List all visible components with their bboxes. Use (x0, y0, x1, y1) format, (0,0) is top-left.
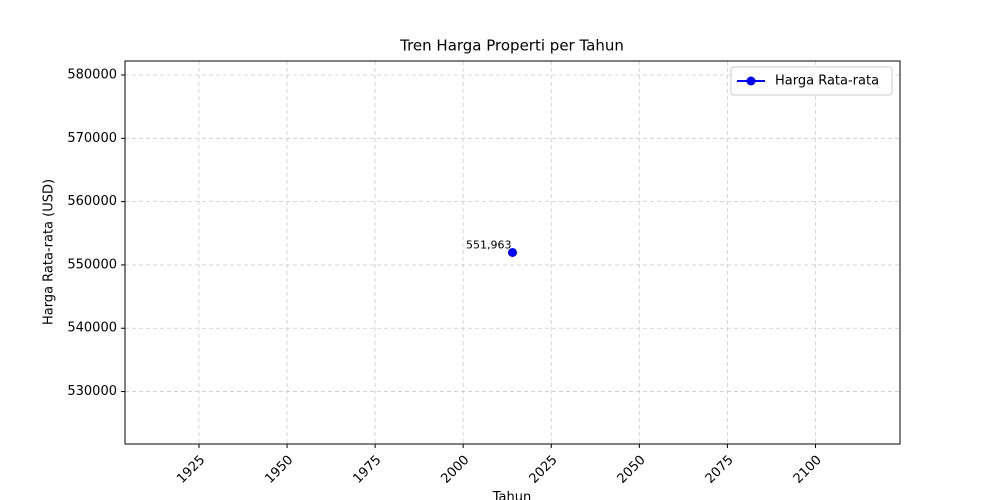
y-tick-label: 570000 (67, 131, 117, 146)
y-tick-label: 530000 (67, 384, 117, 399)
y-tick-label: 540000 (67, 321, 117, 336)
data-point (508, 248, 517, 257)
legend-label: Harga Rata-rata (775, 74, 879, 89)
legend-box (730, 66, 893, 96)
chart-title: Tren Harga Properti per Tahun (399, 37, 624, 55)
x-axis-label: Tahun (492, 490, 531, 500)
y-tick-label: 550000 (67, 257, 117, 272)
y-axis-label: Harga Rata-rata (USD) (42, 179, 57, 325)
value-label: 551,963 (466, 239, 512, 252)
y-tick-label: 580000 (67, 67, 117, 82)
y-tick-label: 560000 (67, 194, 117, 209)
plot-frame (124, 60, 901, 445)
legend-marker (746, 76, 756, 86)
